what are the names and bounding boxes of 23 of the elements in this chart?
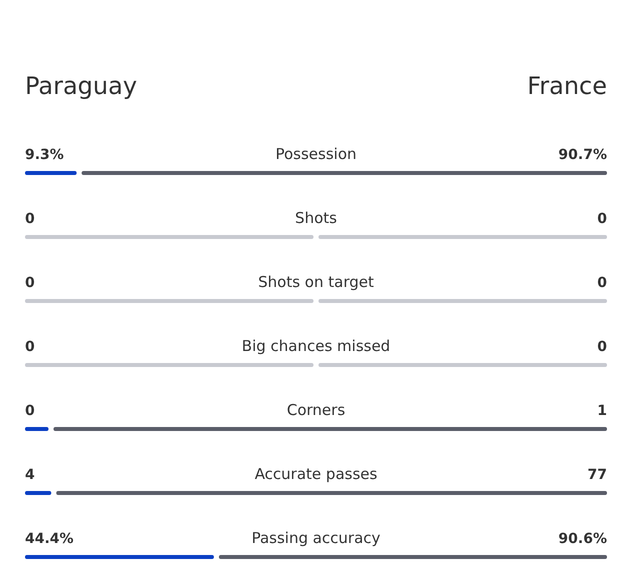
text: Paraguay (25, 72, 138, 100)
data-label: 0 (597, 211, 608, 227)
data-label: 0 (597, 339, 608, 355)
data-label: 4 (25, 467, 35, 483)
category-label: Shots (295, 209, 338, 227)
data-label: 0 (25, 275, 35, 291)
category-label: Big chances missed (242, 337, 390, 355)
data-label: 90.6% (558, 531, 607, 547)
data-label: 0 (25, 339, 35, 355)
category-label: Possession (275, 145, 357, 163)
data-label: 0 (25, 403, 35, 419)
category-label: Shots on target (258, 273, 374, 291)
category-label: Passing accuracy (252, 529, 381, 547)
data-label: 9.3% (25, 147, 64, 163)
data-label: 1 (597, 403, 607, 419)
data-label: 0 (25, 211, 35, 227)
data-label: 0 (597, 275, 608, 291)
category-label: Accurate passes (254, 465, 378, 483)
data-label: 90.7% (558, 147, 607, 163)
category-label: Corners (286, 401, 346, 419)
text: France (527, 72, 607, 100)
data-label: 44.4% (25, 531, 74, 547)
data-label: 77 (588, 467, 607, 483)
